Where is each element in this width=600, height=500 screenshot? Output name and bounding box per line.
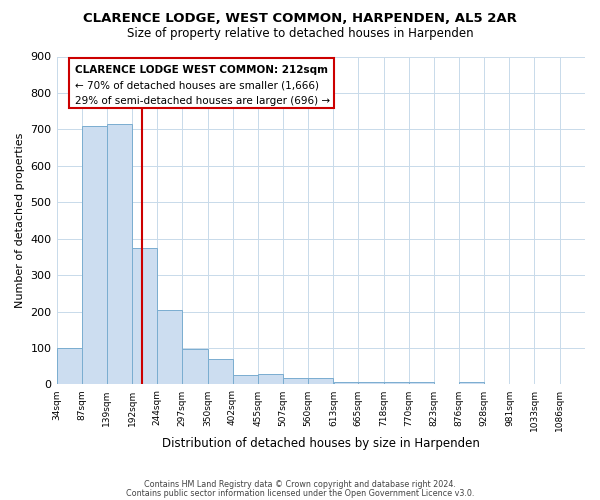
Bar bbox=[132, 248, 157, 384]
Bar bbox=[334, 382, 359, 384]
Bar bbox=[182, 349, 208, 384]
Bar bbox=[107, 124, 132, 384]
Bar bbox=[308, 378, 334, 384]
Bar bbox=[283, 378, 308, 384]
FancyBboxPatch shape bbox=[69, 58, 334, 108]
Text: Contains public sector information licensed under the Open Government Licence v3: Contains public sector information licen… bbox=[126, 488, 474, 498]
Bar bbox=[258, 374, 283, 384]
Bar bbox=[82, 126, 107, 384]
X-axis label: Distribution of detached houses by size in Harpenden: Distribution of detached houses by size … bbox=[162, 437, 480, 450]
Text: Contains HM Land Registry data © Crown copyright and database right 2024.: Contains HM Land Registry data © Crown c… bbox=[144, 480, 456, 489]
Bar bbox=[157, 310, 182, 384]
Bar bbox=[358, 382, 383, 384]
Bar bbox=[208, 359, 233, 384]
Bar bbox=[233, 374, 258, 384]
Text: Size of property relative to detached houses in Harpenden: Size of property relative to detached ho… bbox=[127, 28, 473, 40]
Text: ← 70% of detached houses are smaller (1,666): ← 70% of detached houses are smaller (1,… bbox=[75, 80, 319, 90]
Bar bbox=[460, 382, 484, 384]
Bar bbox=[56, 348, 82, 385]
Y-axis label: Number of detached properties: Number of detached properties bbox=[15, 133, 25, 308]
Bar bbox=[409, 382, 434, 384]
Bar bbox=[384, 382, 409, 384]
Text: CLARENCE LODGE, WEST COMMON, HARPENDEN, AL5 2AR: CLARENCE LODGE, WEST COMMON, HARPENDEN, … bbox=[83, 12, 517, 26]
Text: CLARENCE LODGE WEST COMMON: 212sqm: CLARENCE LODGE WEST COMMON: 212sqm bbox=[75, 65, 328, 75]
Text: 29% of semi-detached houses are larger (696) →: 29% of semi-detached houses are larger (… bbox=[75, 96, 330, 106]
